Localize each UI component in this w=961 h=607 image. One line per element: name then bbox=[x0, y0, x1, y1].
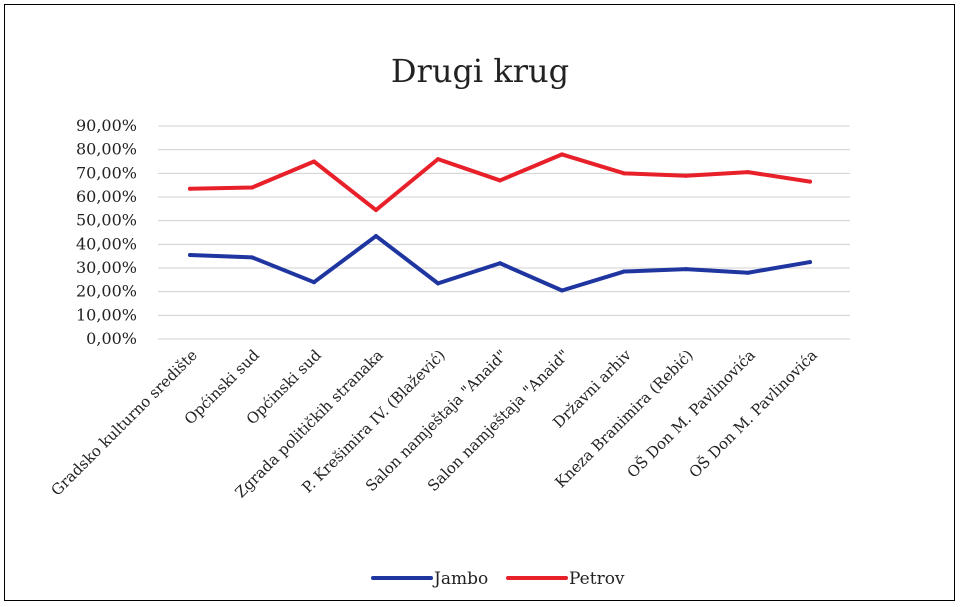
y-axis-tick-labels: 0,00% 10,00% 20,00% 30,00% 40,00% 50,00% 60,00… bbox=[76, 116, 137, 348]
data-point-jambo bbox=[436, 281, 440, 286]
data-point-jambo bbox=[746, 270, 750, 275]
data-point-petrov bbox=[622, 171, 626, 176]
data-point-petrov bbox=[312, 159, 316, 164]
y-tick-label: 50,00% bbox=[76, 211, 137, 230]
chart-frame bbox=[4, 4, 955, 601]
legend-label-petrov: Petrov bbox=[569, 569, 625, 589]
x-tick-label: Gradsko kulturno središte bbox=[47, 346, 200, 499]
data-point-jambo bbox=[312, 280, 316, 285]
y-tick-label: 30,00% bbox=[76, 258, 137, 277]
series-lines bbox=[188, 152, 812, 293]
data-point-jambo bbox=[374, 234, 378, 239]
y-tick-label: 40,00% bbox=[76, 234, 137, 253]
legend: Jambo Petrov bbox=[371, 569, 625, 589]
y-tick-label: 90,00% bbox=[76, 116, 137, 135]
data-point-petrov bbox=[250, 185, 254, 190]
data-point-petrov bbox=[808, 179, 812, 184]
data-point-petrov bbox=[374, 208, 378, 213]
y-tick-label: 0,00% bbox=[86, 329, 137, 348]
data-point-petrov bbox=[436, 157, 440, 162]
x-tick-label: OŠ Don M. Pavlinovića bbox=[623, 346, 758, 481]
data-point-jambo bbox=[808, 260, 812, 265]
data-point-petrov bbox=[498, 178, 502, 183]
y-tick-label: 10,00% bbox=[76, 305, 137, 324]
data-point-jambo bbox=[498, 261, 502, 266]
data-point-jambo bbox=[250, 255, 254, 260]
data-point-petrov bbox=[684, 173, 688, 178]
y-tick-label: 80,00% bbox=[76, 140, 137, 159]
data-point-jambo bbox=[684, 267, 688, 272]
data-point-petrov bbox=[560, 152, 564, 157]
data-point-petrov bbox=[746, 170, 750, 175]
y-tick-label: 60,00% bbox=[76, 187, 137, 206]
gridlines bbox=[158, 125, 850, 340]
data-point-jambo bbox=[560, 288, 564, 293]
data-point-jambo bbox=[188, 252, 192, 257]
legend-label-jambo: Jambo bbox=[432, 569, 488, 589]
chart-title: Drugi krug bbox=[391, 52, 569, 90]
x-tick-label: OŠ Don M. Pavlinovića bbox=[685, 346, 820, 481]
data-point-jambo bbox=[622, 269, 626, 274]
y-tick-label: 70,00% bbox=[76, 163, 137, 182]
y-tick-label: 20,00% bbox=[76, 282, 137, 301]
data-point-petrov bbox=[188, 186, 192, 191]
